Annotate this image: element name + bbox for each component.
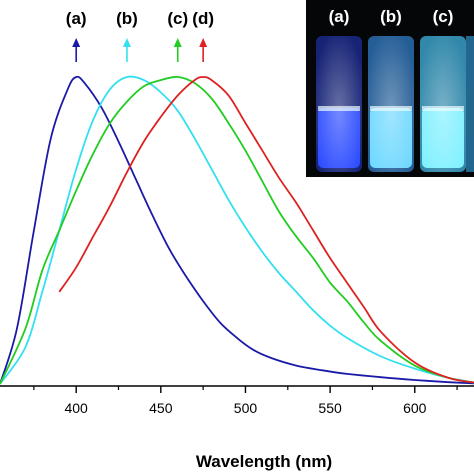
x-axis-title: Wavelength (nm) — [196, 452, 332, 471]
inset-label-a: (a) — [329, 7, 350, 26]
peak-arrow-head — [72, 38, 81, 47]
x-tick-label: 550 — [318, 400, 342, 416]
peak-label-c: (c) — [167, 9, 188, 28]
peak-arrow-head — [173, 38, 182, 47]
peak-label-a: (a) — [66, 9, 87, 28]
axes-group: 400 450 500 550 600 — [0, 385, 474, 416]
vial-b: (b) — [368, 7, 414, 172]
vials-photo-inset: (a) (b) (c) — [306, 0, 474, 177]
peak-markers-group: (a) (b) (c) (d) — [66, 9, 214, 62]
peak-label-b: (b) — [116, 9, 138, 28]
x-tick-label: 500 — [234, 400, 258, 416]
inset-label-c: (c) — [433, 7, 454, 26]
vial-glow — [420, 36, 466, 172]
spectrum-line-b — [0, 75, 474, 385]
vial-glow — [368, 36, 414, 172]
vial-c: (c) — [420, 7, 466, 172]
x-tick-label: 450 — [149, 400, 173, 416]
spectra-group — [0, 75, 474, 385]
inset-label-b: (b) — [380, 7, 402, 26]
peak-arrow-head — [199, 38, 208, 47]
peak-arrow-head — [122, 38, 131, 47]
vial-a: (a) — [316, 7, 362, 172]
x-tick-label: 600 — [403, 400, 427, 416]
vial-glow — [316, 36, 362, 172]
x-tick-label: 400 — [64, 400, 88, 416]
peak-label-d: (d) — [192, 9, 214, 28]
spectrum-line-d — [58, 76, 474, 384]
spectrum-line-a — [0, 75, 474, 385]
vial-d-partial — [466, 36, 474, 172]
spectrum-line-c — [0, 76, 474, 385]
